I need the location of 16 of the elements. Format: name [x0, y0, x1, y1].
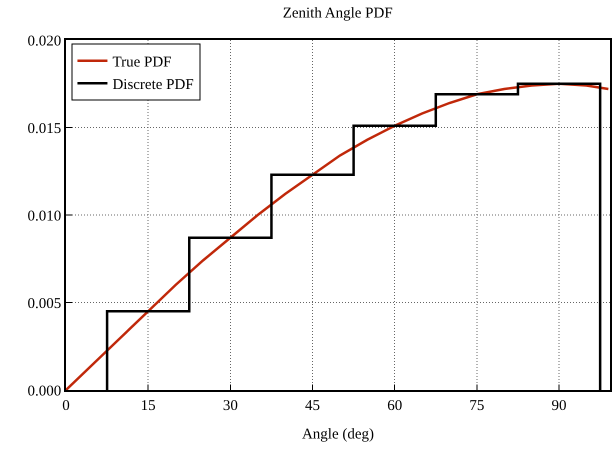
y-tick-label: 0.005: [28, 296, 62, 312]
y-tick-label: 0.010: [28, 208, 62, 224]
x-tick-label: 0: [62, 398, 70, 414]
y-tick-label: 0.000: [28, 383, 62, 400]
x-tick-label: 45: [305, 398, 320, 414]
x-tick-label: 15: [140, 398, 156, 414]
x-tick-label: 90: [552, 398, 567, 414]
y-tick-label: 0.015: [28, 120, 62, 137]
x-tick-label: 75: [469, 398, 484, 414]
y-tick-label: 0.020: [28, 33, 62, 50]
chart-title: Zenith Angle PDF: [282, 5, 393, 22]
x-tick-label: 60: [387, 398, 402, 414]
x-axis-title: Angle (deg): [302, 426, 374, 442]
legend-label: True PDF: [112, 54, 172, 71]
x-tick-label: 30: [222, 398, 238, 414]
legend-label: Discrete PDF: [112, 77, 194, 94]
